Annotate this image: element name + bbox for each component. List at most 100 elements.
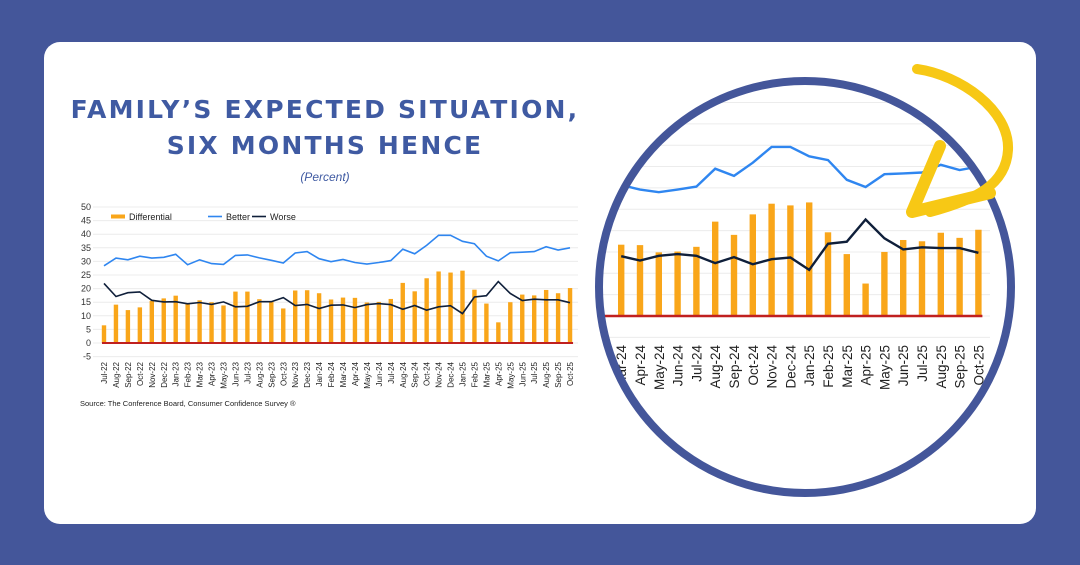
differential-bar [281,308,286,343]
differential-bar [173,295,178,343]
differential-bar [101,325,107,343]
zoom-differential-bar [956,237,963,316]
differential-bar [352,297,358,343]
y-tick-label: -5 [83,352,91,362]
x-tick-label: Jan-23 [172,361,181,386]
differential-bar [532,295,537,343]
x-tick-label: Jan-24 [315,361,324,386]
legend-item-differential: Differential [111,212,172,222]
differential-bar [340,297,346,343]
differential-bar [221,305,226,343]
differential-bar [113,304,119,343]
y-tick-label: 40 [81,229,91,239]
zoom-x-tick-label: Oct-25 [971,345,986,386]
zoom-worse-line [620,217,979,272]
differential-bar [496,322,501,343]
zoom-differential-bar [730,234,738,316]
chart-title-line-2: SIX MONTHS HENCE [166,131,484,160]
x-tick-label: Jan-25 [459,361,468,386]
zoom-differential-bar [712,221,719,316]
x-tick-label: Feb-25 [470,361,479,387]
chart-title-line-1: FAMILY’S EXPECTED SITUATION, [70,95,580,124]
zoom-differential-bar [693,246,700,316]
main-chart-grid [93,206,578,358]
x-tick-label: Jul-25 [530,361,539,383]
x-tick-label: May-24 [363,361,372,388]
zoom-series-lines [620,145,979,272]
zoom-x-tick-label: Sep-24 [727,345,742,389]
zoom-x-tick-label: Jun-24 [671,345,686,387]
y-tick-label: 50 [81,202,91,212]
differential-bar [364,302,370,343]
zoom-x-tick-label: Jun-25 [896,345,911,386]
y-tick-label: 35 [81,243,91,253]
chart-subtitle: (Percent) [300,170,350,184]
x-tick-label: Sep-24 [411,361,420,387]
zoom-x-tick-label: Aug-24 [708,345,723,389]
source-note: Source: The Conference Board, Consumer C… [80,399,296,408]
y-tick-label: 20 [81,284,91,294]
differential-bar [185,303,190,343]
x-tick-label: May-23 [220,361,229,388]
zoom-differential-bar [618,244,625,316]
chart-legend: Differential Better Worse [111,212,296,222]
zoom-differential-bar [881,251,888,316]
zoom-differential-bar [824,232,832,316]
differential-bar [376,301,382,343]
differential-bar [304,290,310,343]
zoom-x-tick-label: Jul-24 [689,345,704,382]
x-tick-label: Jul-22 [100,361,109,383]
x-tick-label: Nov-22 [148,361,157,387]
x-tick-label: Apr-24 [351,361,360,386]
zoom-ring [595,77,1015,497]
zoom-differential-bar [674,251,681,316]
legend-item-better: Better [208,212,250,222]
zoom-x-tick-label: Aug-25 [934,345,949,389]
x-tick-label: Aug-23 [255,361,264,387]
x-tick-label: Dec-24 [447,361,456,387]
differential-bar [400,282,405,343]
x-tick-label: Dec-22 [160,361,169,387]
x-tick-label: Oct-25 [566,361,575,386]
x-tick-label: Feb-24 [327,361,336,387]
zoom-differential-bar [655,252,662,316]
y-tick-label: 0 [86,338,91,348]
x-tick-label: Nov-24 [435,361,444,387]
differential-bar [484,303,489,343]
differential-bar [209,302,214,343]
x-tick-label: Aug-22 [112,361,121,387]
differential-bar [448,272,453,343]
x-tick-label: Sep-23 [267,361,276,387]
zoom-x-tick-label: Oct-24 [746,345,761,386]
differential-bar [149,300,154,343]
y-tick-label: 30 [81,256,91,266]
differential-bar [328,299,334,343]
zoom-differential-bar [918,241,926,316]
main-chart-x-axis: Jul-22 Aug-22 Sep-22 Oct-22 Nov-22 Dec-22 Jan-… [100,361,575,388]
zoom-inset-content: Mar-24 Apr-24 May-24 Jun-24 Jul-24 Aug-24 Sep-… [599,81,1011,493]
legend-item-worse: Worse [252,212,296,222]
legend-label: Better [226,212,250,222]
legend-label: Differential [129,212,172,222]
x-tick-label: Sep-22 [124,361,133,387]
legend-label: Worse [270,212,296,222]
zoom-x-tick-label: Feb-25 [821,345,836,388]
x-tick-label: Mar-24 [339,361,348,387]
zoom-differential-bar [862,283,869,316]
zoom-differential-bar [843,254,850,316]
x-tick-label: Dec-23 [303,361,312,387]
arrow-icon [906,64,1013,218]
x-tick-label: Jun-24 [375,361,384,386]
zoom-differential-bar [636,245,644,316]
differential-bar [508,302,513,343]
differential-bar [161,298,166,343]
zoom-x-tick-label: Apr-25 [859,345,874,386]
differential-bar [293,290,298,343]
differential-bar [316,293,322,343]
zoom-x-tick-label: Mar-25 [840,345,855,388]
y-tick-label: 15 [81,297,91,307]
zoom-differential-bar [975,229,982,316]
series-lines [103,234,571,315]
y-tick-label: 5 [86,324,91,334]
differential-bar [567,288,573,343]
